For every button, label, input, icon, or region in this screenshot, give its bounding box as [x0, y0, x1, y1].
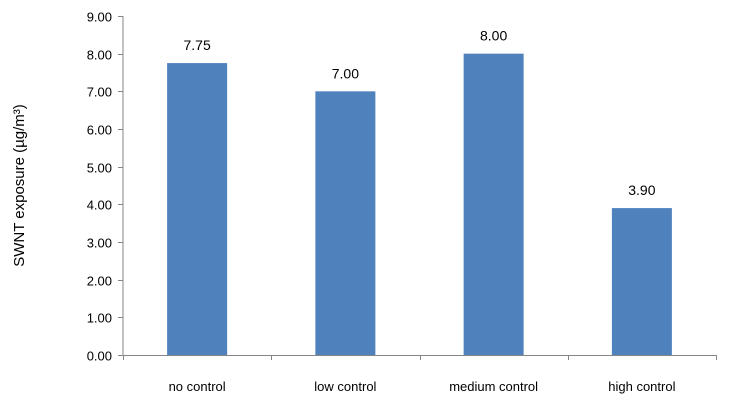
- y-tick-label: 6.00: [87, 123, 112, 138]
- y-tick-label: 1.00: [87, 311, 112, 326]
- bar-high-control: [611, 208, 672, 355]
- y-tick-label: 2.00: [87, 274, 112, 289]
- data-labels: 7.75 7.00 8.00 3.90: [184, 28, 656, 198]
- data-label: 7.00: [332, 65, 359, 81]
- y-tick-label: 5.00: [87, 161, 112, 176]
- x-tick-label: low control: [314, 379, 376, 394]
- x-tick-label: medium control: [449, 379, 538, 394]
- y-tick-label: 3.00: [87, 236, 112, 251]
- y-axis: 0.00 1.00 2.00 3.00 4.00 5.00 6.00 7.00 8.00 9.00: [87, 10, 124, 364]
- y-axis-title: SWNT exposure (µg/m³): [11, 104, 28, 267]
- x-axis: no control low control medium control high …: [123, 355, 717, 394]
- data-label: 3.90: [628, 182, 655, 198]
- y-tick-label: 0.00: [87, 349, 112, 364]
- bars: [167, 53, 672, 356]
- y-tick-label: 8.00: [87, 48, 112, 63]
- x-tick-label: no control: [169, 379, 226, 394]
- y-tick-label: 7.00: [87, 85, 112, 100]
- y-tick-label: 4.00: [87, 198, 112, 213]
- bar-low-control: [315, 91, 376, 355]
- y-tick-label: 9.00: [87, 10, 112, 25]
- bar-medium-control: [463, 53, 524, 356]
- data-label: 7.75: [184, 37, 211, 53]
- data-label: 8.00: [480, 28, 507, 44]
- bar-no-control: [167, 63, 228, 355]
- x-tick-label: high control: [608, 379, 675, 394]
